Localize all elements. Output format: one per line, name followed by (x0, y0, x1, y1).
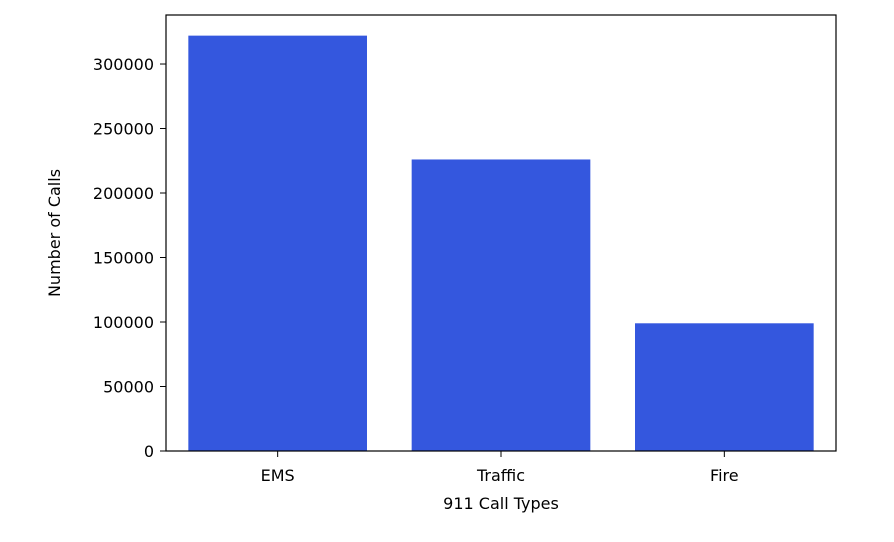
y-axis-label: Number of Calls (45, 169, 64, 297)
y-tick-label: 100000 (93, 313, 154, 332)
x-tick-label: EMS (261, 466, 295, 485)
bar-traffic (411, 159, 591, 451)
bars-group (188, 35, 814, 452)
y-axis-ticks: 0 50000 100000 150000 200000 250000 300000 (93, 55, 166, 461)
x-axis-label: 911 Call Types (443, 494, 559, 513)
y-tick-label: 250000 (93, 120, 154, 139)
y-tick-label: 200000 (93, 184, 154, 203)
x-tick-label: Fire (710, 466, 739, 485)
y-tick-label: 300000 (93, 55, 154, 74)
y-tick-label: 150000 (93, 249, 154, 268)
x-axis-ticks: EMS Traffic Fire (261, 451, 739, 485)
plot-frame (165, 14, 837, 452)
x-tick-label: Traffic (476, 466, 525, 485)
bar-fire (635, 323, 814, 451)
y-tick-label: 0 (144, 442, 154, 461)
bar-ems (188, 35, 367, 452)
y-tick-label: 50000 (103, 378, 154, 397)
